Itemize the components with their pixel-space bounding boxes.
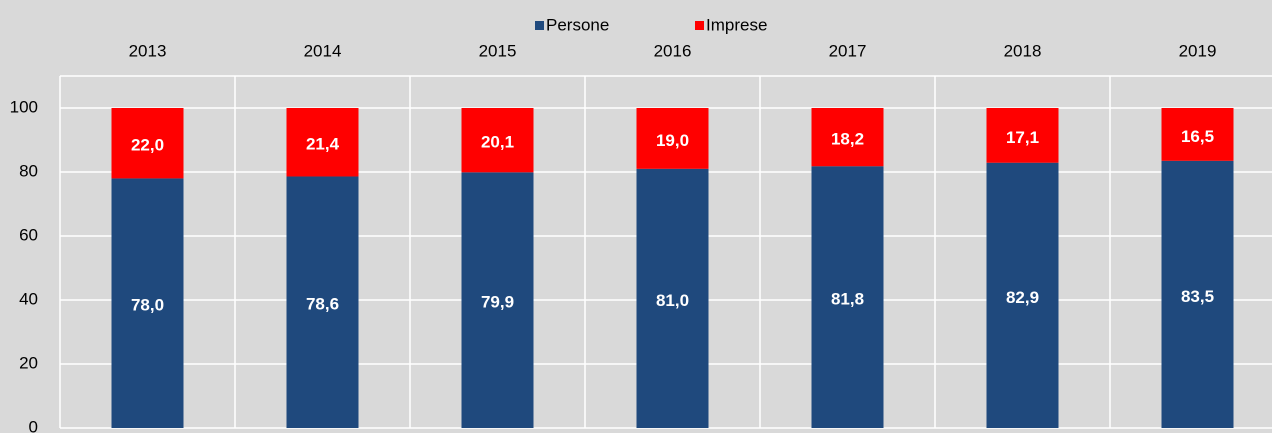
data-label: 81,0 bbox=[656, 291, 689, 310]
data-label: 78,0 bbox=[131, 296, 164, 315]
data-label: 81,8 bbox=[831, 290, 864, 309]
bar-segment bbox=[111, 108, 184, 179]
x-tick-label: 2014 bbox=[304, 41, 342, 60]
x-tick-label: 2017 bbox=[829, 41, 867, 60]
data-label: 83,5 bbox=[1181, 287, 1214, 306]
x-tick-label: 2018 bbox=[1004, 41, 1042, 60]
y-tick-label: 100 bbox=[10, 97, 38, 116]
bar-segment bbox=[986, 108, 1059, 163]
legend-swatch bbox=[535, 21, 544, 30]
y-tick-label: 40 bbox=[19, 289, 38, 308]
bar-segment bbox=[636, 168, 709, 429]
data-label: 19,0 bbox=[656, 131, 689, 150]
bar-segment bbox=[286, 108, 359, 177]
bar-segment bbox=[461, 108, 534, 173]
legend-label: Imprese bbox=[706, 15, 767, 34]
y-tick-label: 80 bbox=[19, 161, 38, 180]
data-label: 82,9 bbox=[1006, 288, 1039, 307]
y-tick-label: 0 bbox=[29, 417, 38, 433]
bar-segment bbox=[811, 166, 884, 429]
data-label: 18,2 bbox=[831, 130, 864, 149]
bar-segment bbox=[1161, 108, 1234, 161]
legend-label: Persone bbox=[546, 15, 609, 34]
data-label: 16,5 bbox=[1181, 127, 1214, 146]
bar-segment bbox=[286, 176, 359, 428]
data-label: 78,6 bbox=[306, 295, 339, 314]
x-tick-label: 2015 bbox=[479, 41, 517, 60]
legend-swatch bbox=[695, 21, 704, 30]
bar-segment bbox=[1161, 160, 1234, 429]
bar-segment bbox=[461, 172, 534, 428]
x-tick-label: 2013 bbox=[129, 41, 167, 60]
y-tick-label: 20 bbox=[19, 353, 38, 372]
data-label: 21,4 bbox=[306, 135, 340, 154]
x-tick-label: 2016 bbox=[654, 41, 692, 60]
bar-segment bbox=[111, 178, 184, 428]
data-label: 20,1 bbox=[481, 133, 514, 152]
data-label: 17,1 bbox=[1006, 128, 1039, 147]
y-tick-label: 60 bbox=[19, 225, 38, 244]
x-tick-label: 2019 bbox=[1179, 41, 1217, 60]
bar-segment bbox=[636, 108, 709, 169]
bar-segment bbox=[811, 108, 884, 167]
data-label: 79,9 bbox=[481, 293, 514, 312]
bar-segment bbox=[986, 162, 1059, 428]
data-label: 22,0 bbox=[131, 136, 164, 155]
